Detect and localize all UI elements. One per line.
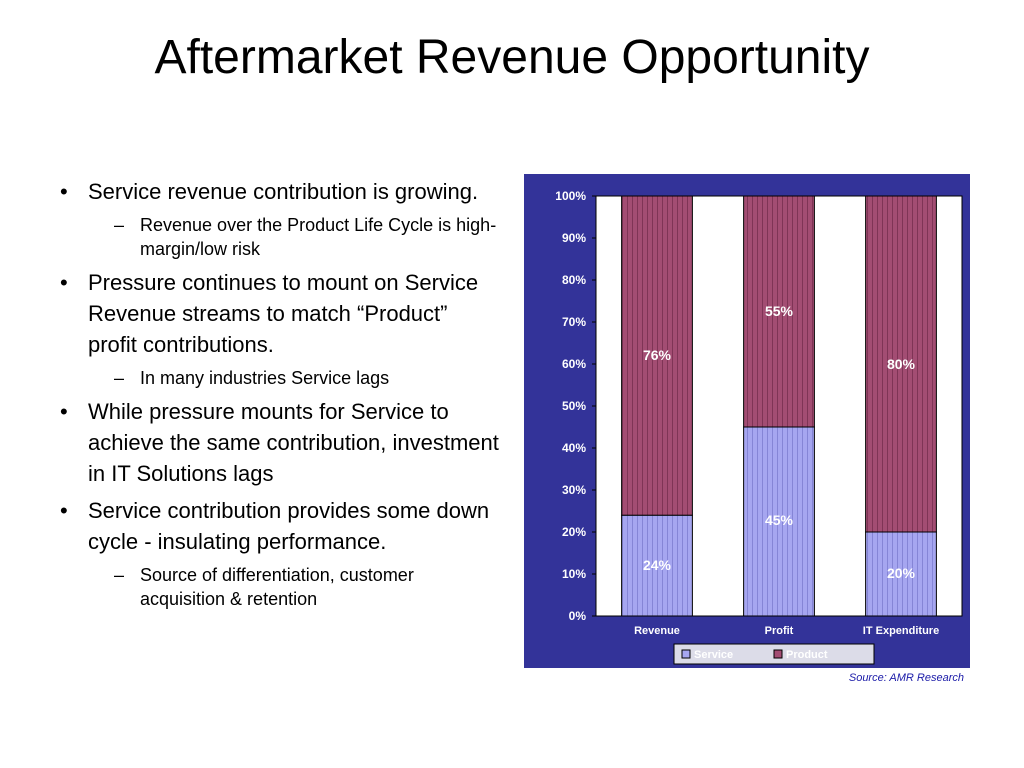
sub-bullet-marker: – (114, 565, 125, 585)
slide-title: Aftermarket Revenue Opportunity (154, 31, 870, 84)
sub-bullet-item: – In many industries Service lags (60, 366, 500, 390)
data-label-product: 76% (643, 347, 672, 363)
bullet-text: Service revenue contribution is growing. (88, 179, 479, 204)
y-tick-label: 60% (562, 357, 586, 371)
y-tick-label: 50% (562, 399, 586, 413)
legend-label-product: Product (786, 649, 828, 661)
y-tick-label: 10% (562, 567, 586, 581)
data-label-service: 45% (765, 512, 794, 528)
sub-bullet-marker: – (114, 215, 125, 235)
sub-bullet-marker: – (114, 368, 125, 388)
legend-swatch-product (773, 649, 783, 659)
sub-bullet-text: Source of differentiation, customer acqu… (140, 565, 414, 609)
x-tick-label: Profit (765, 625, 794, 637)
sub-bullet-text: Revenue over the Product Life Cycle is h… (140, 215, 497, 259)
bar-product-it-expenditure (865, 195, 937, 533)
bullet-item: • Service contribution provides some down… (60, 495, 500, 557)
bar-product-profit (743, 195, 815, 428)
data-label-product: 80% (887, 356, 916, 372)
y-tick-label: 80% (562, 273, 586, 287)
x-tick-label: IT Expenditure (863, 625, 939, 637)
sub-bullet-item: – Source of differentiation, customer acq… (60, 563, 500, 611)
data-label-service: 20% (887, 565, 916, 581)
y-tick-label: 30% (562, 483, 586, 497)
y-tick-label: 70% (562, 315, 586, 329)
bullet-marker: • (60, 399, 68, 424)
data-label-service: 24% (643, 557, 672, 573)
bullet-marker: • (60, 498, 68, 523)
x-tick-label: Revenue (634, 625, 680, 637)
legend-label-service: Service (694, 649, 733, 661)
bullet-text: While pressure mounts for Service to ach… (88, 399, 499, 486)
legend-swatch-service (681, 649, 691, 659)
bullet-marker: • (60, 179, 68, 204)
y-tick-label: 40% (562, 441, 586, 455)
bar-service-revenue (621, 514, 693, 617)
bar-service-it-expenditure (865, 531, 937, 617)
bullet-item: • Pressure continues to mount on Service … (60, 267, 500, 360)
sub-bullet-item: – Revenue over the Product Life Cycle is … (60, 213, 500, 261)
bullet-item: • While pressure mounts for Service to ac… (60, 396, 500, 489)
chart-svg: 0% 10% 20% 30% 40% 50% 60% 70% 80% 90% 100% Revenue… (524, 174, 970, 668)
bullet-text: Pressure continues to mount on Service R… (88, 270, 479, 357)
y-tick-label: 20% (562, 525, 586, 539)
bullet-text: Service contribution provides some down … (88, 498, 490, 554)
sub-bullet-text: In many industries Service lags (140, 368, 390, 388)
bullet-marker: • (60, 270, 68, 295)
bullet-item: • Service revenue contribution is growing… (60, 176, 500, 207)
y-tick-label: 100% (555, 189, 586, 203)
source-note: Source: AMR Research (848, 672, 964, 684)
y-tick-label: 90% (562, 231, 586, 245)
bullet-list: • Service revenue contribution is growing… (60, 170, 500, 611)
bar-product-revenue (621, 195, 693, 516)
bar-service-profit (743, 426, 815, 617)
stacked-bar-chart: 0% 10% 20% 30% 40% 50% 60% 70% 80% 90% 100% Revenue… (524, 174, 970, 668)
y-tick-label: 0% (569, 609, 587, 623)
data-label-product: 55% (765, 303, 794, 319)
